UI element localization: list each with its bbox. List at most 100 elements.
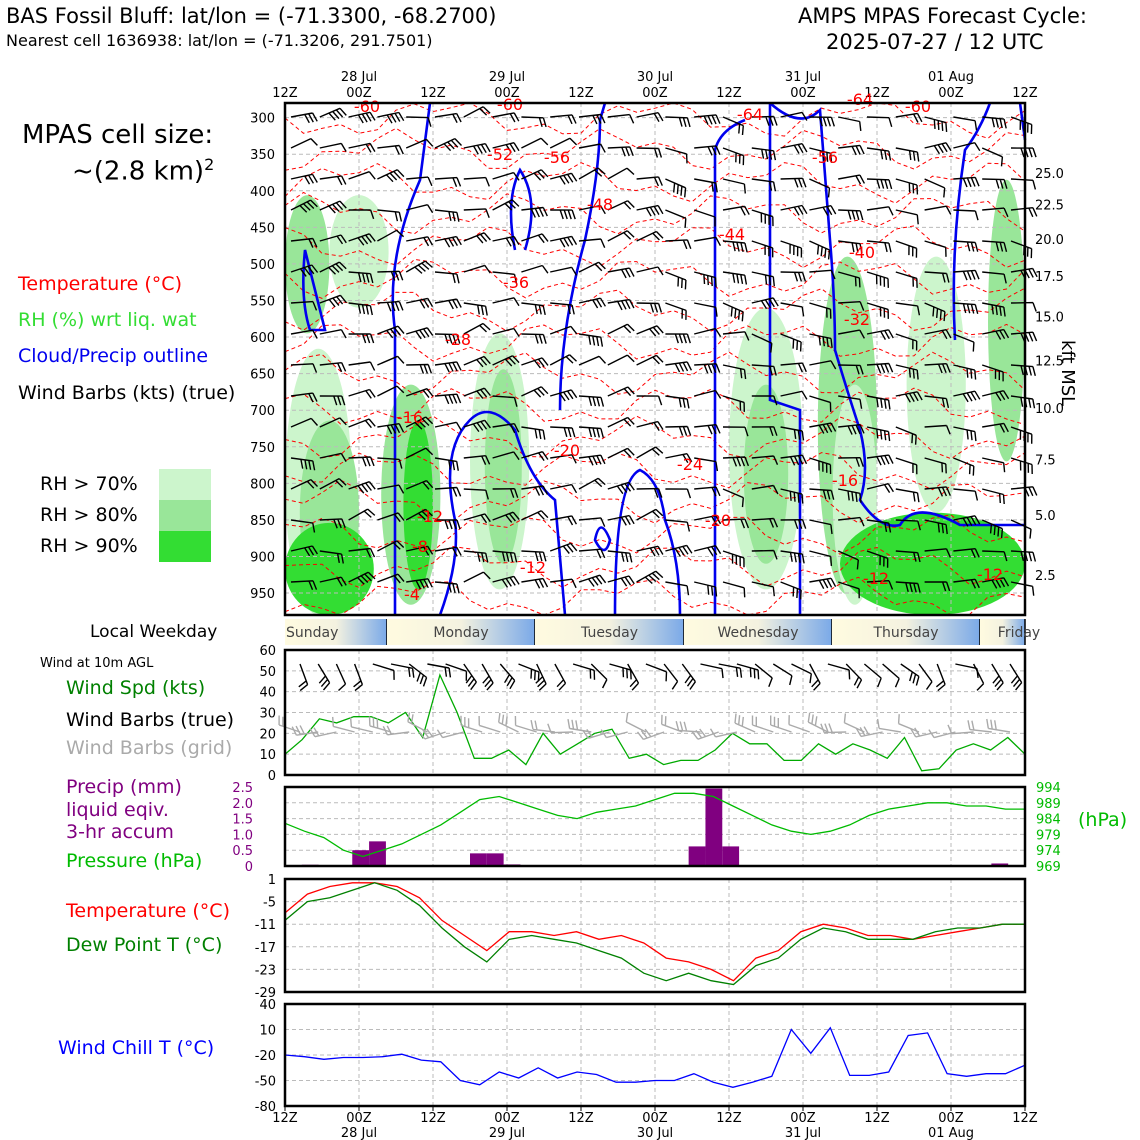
wind-panel: 0 10 20 30 40 50 60 [259, 644, 1027, 784]
weekday-segment [980, 619, 1025, 645]
wind10m-true-barb [736, 663, 760, 680]
xs-wind-barb [434, 361, 462, 373]
wind10m-true-barb [353, 663, 364, 692]
xs-wind-barb [809, 178, 831, 198]
xs-wind-barb [319, 518, 346, 529]
xs-wind-barb [751, 395, 778, 406]
xs-wind-barb [838, 395, 863, 409]
xs-wind-barb [636, 230, 664, 242]
xs-wind-barb [463, 302, 488, 316]
xs-wind-barb [751, 549, 778, 560]
xs-wind-barb [578, 333, 604, 347]
xs-wind-barb [838, 488, 862, 503]
xs-wind-barb [578, 297, 606, 309]
xs-wind-barb [924, 271, 950, 283]
bottom-tick-label: 00Z [938, 1111, 964, 1126]
xs-wind-barb [405, 416, 434, 430]
temp-contour [284, 225, 1026, 269]
xs-wind-barb [290, 173, 318, 185]
top-tick-label: 12Z [568, 86, 594, 101]
xs-wind-barb [492, 271, 518, 284]
xs-wind-barb [607, 146, 634, 157]
xs-wind-barb [981, 519, 1004, 539]
xs-wind-barb [953, 457, 975, 476]
wind10m-grid-barb [368, 716, 392, 733]
xs-wind-barb [780, 204, 808, 216]
bottom-tick-label: 12Z [272, 1111, 298, 1126]
xs-wind-barb [492, 423, 520, 434]
xs-wind-barb [895, 302, 921, 316]
wind10m-grid-barb [910, 727, 938, 738]
kft-tick-label: 7.5 [1035, 453, 1056, 468]
wind10m-grid-barb [436, 729, 464, 739]
xs-wind-barb [694, 145, 721, 156]
wind10m-grid-barb [582, 728, 610, 739]
cell-size-value: ~(2.8 km)2 [72, 155, 214, 187]
xs-wind-barb [521, 169, 549, 181]
wind10m-grid-barb [770, 715, 792, 733]
xs-wind-barb [636, 176, 663, 187]
temp-contour-label: -40 [849, 243, 875, 262]
xs-wind-barb [780, 111, 808, 121]
xs-wind-barb [982, 390, 1010, 402]
xs-wind-barb [463, 387, 491, 399]
xs-wind-barb [521, 137, 549, 149]
xs-wind-barb [982, 488, 1005, 505]
xs-wind-barb [405, 260, 433, 274]
weekday-segment [832, 619, 980, 645]
panel-ytick-label: -50 [255, 1075, 276, 1090]
xs-wind-barb [377, 111, 405, 124]
xs-wind-barb [521, 510, 549, 521]
xs-wind-barb [665, 581, 690, 596]
precip-bar [352, 850, 370, 866]
top-tick-label: 00Z [938, 86, 964, 101]
temp-panel: 1 -5 -11 -17 -23 -29 [255, 873, 1027, 1001]
temp-contour [284, 452, 1026, 491]
xs-wind-barb [838, 329, 866, 339]
xs-wind-barb [521, 302, 546, 316]
precip-label-1: Precip (mm) [66, 776, 182, 798]
xs-wind-barb [924, 395, 950, 409]
xs-wind-barb [780, 333, 802, 352]
kft-tick-label: 5.0 [1035, 509, 1056, 524]
xs-wind-barb [636, 395, 663, 406]
xs-wind-barb [694, 424, 721, 435]
temp-contour-label: -60 [354, 97, 380, 116]
wind10m-true-barb [754, 663, 773, 688]
kft-tick-label: 2.5 [1035, 569, 1056, 584]
temp-contour-label: -64 [847, 90, 873, 109]
wind10m-grid-barb [675, 721, 701, 733]
temp-contour-label: -12 [417, 507, 443, 526]
xs-wind-barb [866, 395, 891, 410]
xs-wind-barb [463, 106, 491, 118]
xs-wind-barb [348, 171, 376, 180]
weekday-name: Wednesday [717, 625, 798, 641]
cloud-outline [509, 167, 533, 251]
wind10m-grid-barb [567, 718, 592, 733]
xs-wind-barb [895, 391, 923, 403]
temp-contour [284, 287, 1026, 332]
temp-label: Temperature (°C) [66, 900, 230, 922]
wind10m-true-barb [535, 663, 547, 691]
xs-wind-barb [434, 421, 462, 431]
panel-ytick-label: 50 [259, 665, 276, 680]
xs-wind-barb [953, 515, 981, 527]
temp-contour-label: -32 [844, 310, 870, 329]
wind10m-true-barb [918, 663, 933, 690]
wind10m-true-barb [445, 663, 468, 681]
xs-wind-barb [838, 424, 865, 435]
xs-wind-barb [607, 298, 635, 311]
wind10m-true-barb [408, 663, 428, 687]
legend-wind: Wind Barbs (kts) (true) [18, 382, 236, 404]
xs-wind-barb [492, 488, 519, 498]
xs-wind-barb [895, 519, 921, 531]
wind10m-grid-barb [734, 713, 756, 733]
panel-ytick-label: 40 [259, 686, 276, 701]
kft-tick-label: 22.5 [1035, 199, 1064, 214]
xs-wind-barb [578, 261, 606, 273]
xs-wind-barb [290, 237, 318, 248]
xs-wind-barb [290, 199, 318, 213]
temp-contour-label: -12 [863, 569, 889, 588]
xs-wind-barb [521, 233, 549, 244]
